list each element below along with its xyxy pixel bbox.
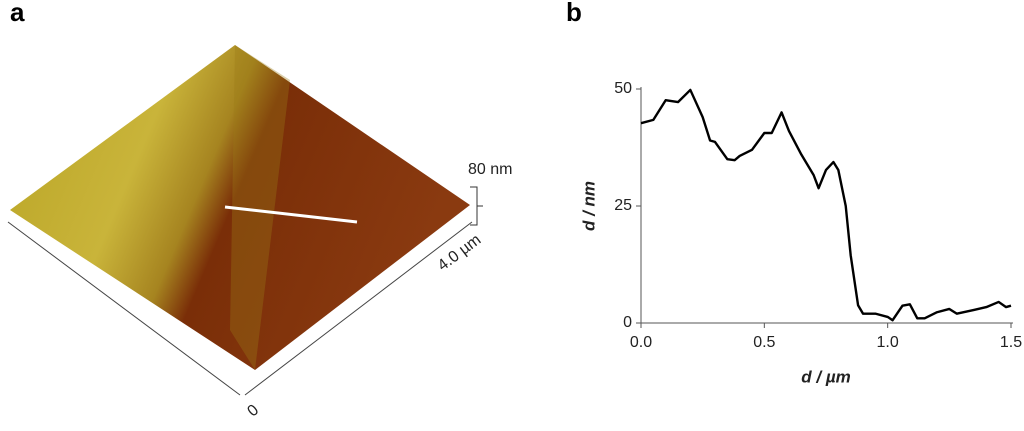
x-axis-edge [7,221,241,396]
x-tick-label: 1.0 [877,334,899,351]
x-tick-label: 0.5 [753,334,775,351]
y-tick-label: 50 [614,80,632,97]
z-scale-label: 80 nm [468,161,512,178]
xy-scale-label: 4.0 µm [435,231,485,274]
x-tick-label: 1.5 [1000,334,1022,351]
z-scale-bar [470,186,478,226]
y-tick-label: 25 [614,197,632,214]
x-tick-label: 0.0 [630,334,652,351]
y-axis-title: d / nm [579,181,598,231]
profile-line [640,88,1012,322]
panel-label: b [566,0,582,27]
origin-label: 0 [244,401,262,420]
y-tick-label: 0 [623,314,632,331]
x-axis-title: d / µm [801,367,850,386]
profile-line [224,205,358,224]
surface-shade [230,45,290,370]
panel-label: a [10,0,25,27]
y-axis-edge [244,221,473,396]
